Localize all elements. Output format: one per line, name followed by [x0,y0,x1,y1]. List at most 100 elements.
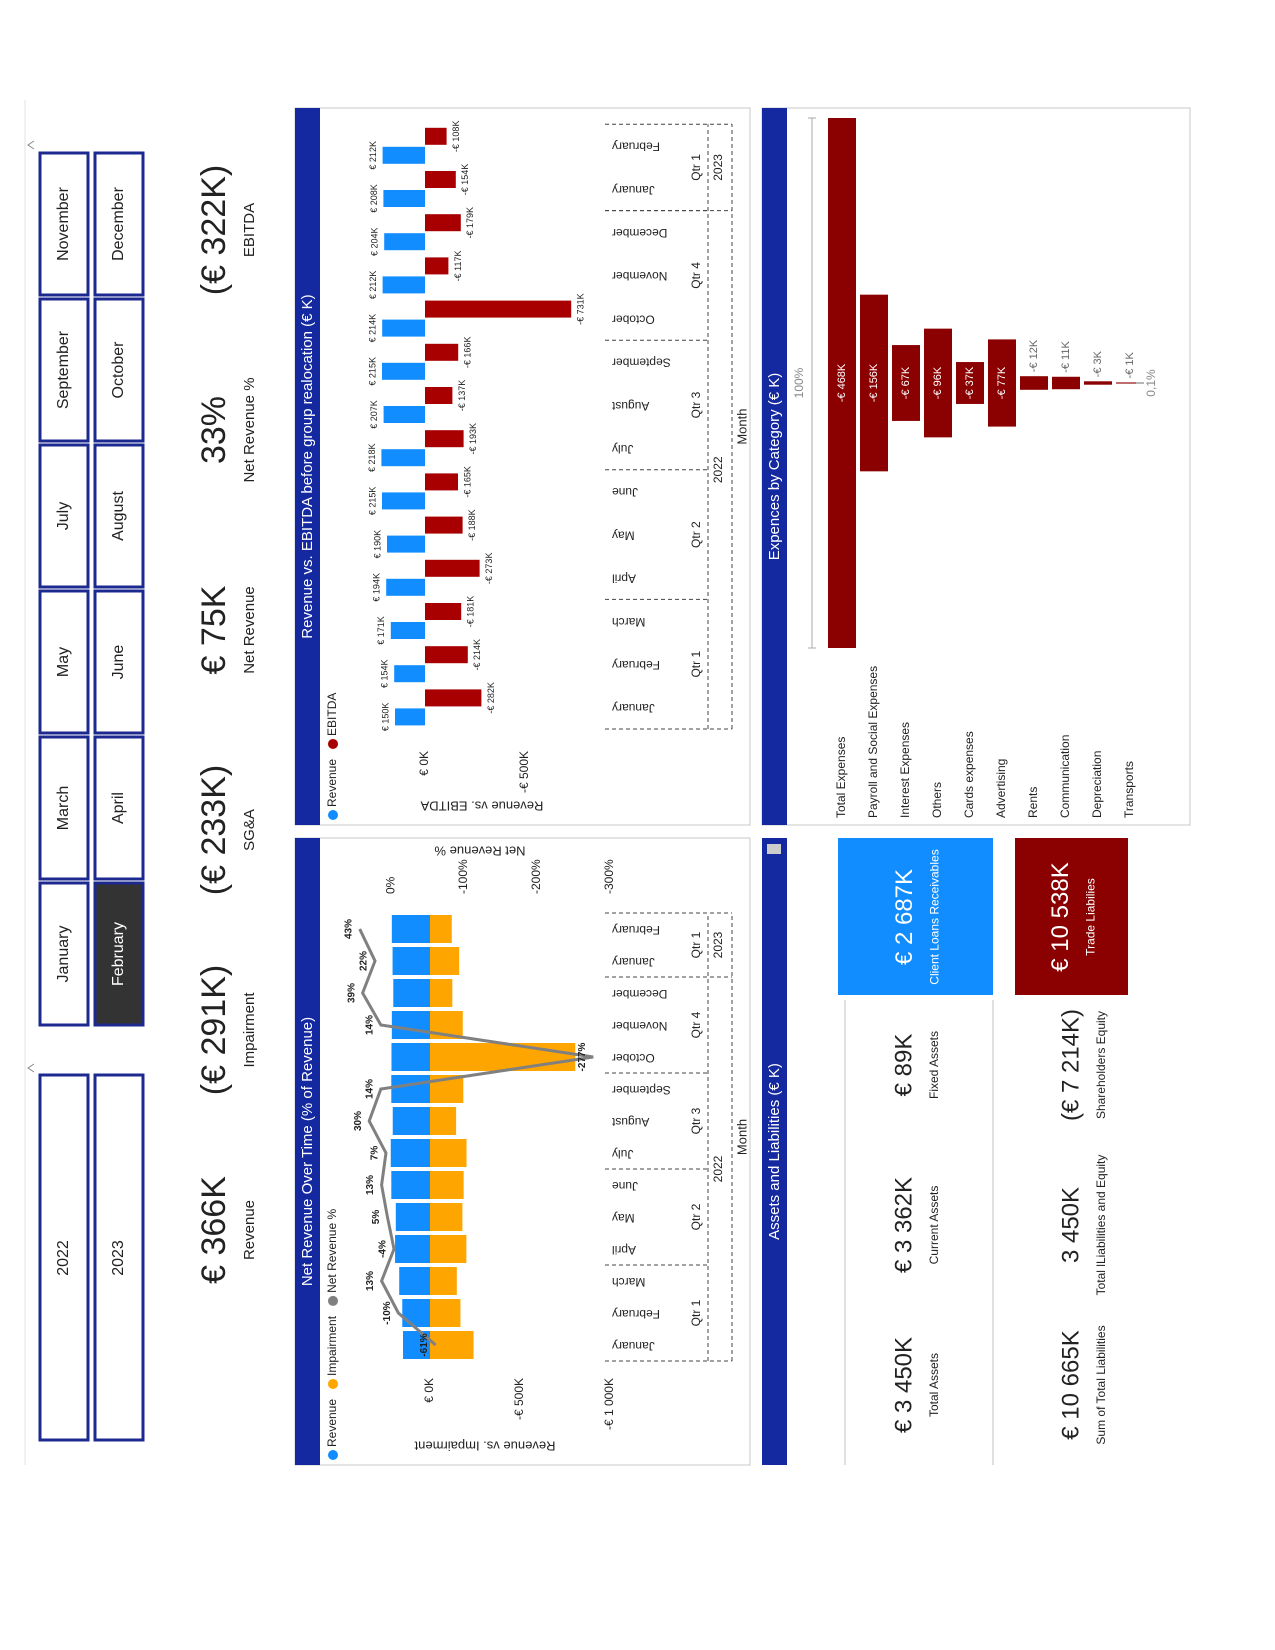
year-label[interactable]: 2023 [110,1240,127,1276]
data-label: -€ 156K [868,363,880,402]
month-button[interactable] [38,443,90,589]
funnel-bar [956,362,984,404]
bar [383,406,426,423]
month-label[interactable]: June [110,645,127,680]
data-label: € 212K [368,271,378,300]
bar [390,622,425,639]
month-label[interactable]: August [110,491,127,541]
bar [430,1075,464,1103]
month-button[interactable] [93,735,145,881]
data-label: -10% [382,1301,393,1324]
y-tick-label: € 0K [422,1378,436,1403]
panel-title: Expences by Category (€ K) [766,373,783,561]
x-tick-label: January [612,1339,655,1353]
legend-marker [328,1450,338,1460]
bar [430,1043,576,1071]
x-tick-label: February [612,658,660,672]
bar [395,1235,430,1263]
year-button[interactable] [38,1073,90,1442]
card-value: € 3 450K [890,1337,917,1433]
month-button[interactable] [38,881,90,1027]
month-label[interactable]: February [110,922,127,986]
month-label[interactable]: July [55,502,72,530]
bar [425,516,463,534]
data-label: -4% [378,1240,389,1258]
month-button[interactable] [93,151,145,297]
data-label: 22% [359,951,370,971]
year-label: 2023 [711,154,725,181]
year-label[interactable]: 2022 [55,1240,72,1276]
legend-label: Net Revenue % [325,1209,339,1293]
card-value: € 3 362K [890,1177,917,1273]
quarter-label: Qtr 1 [689,931,703,958]
x-tick-label: February [612,1307,660,1321]
card-label: Sum of Total Liabilities [1094,1325,1108,1444]
quarter-label: Qtr 1 [689,154,703,181]
panel [761,107,1191,826]
year-button[interactable] [93,1073,145,1442]
kpi-label: SG&A [241,809,258,851]
bar [430,947,460,975]
bar [382,362,425,380]
bar [425,171,456,188]
funnel-bar [1052,376,1080,390]
month-button[interactable] [38,735,90,881]
month-button[interactable] [38,151,90,297]
x-tick-label: March [612,615,645,629]
month-button[interactable] [93,443,145,589]
x-tick-label: December [612,226,667,240]
data-label: -€ 12K [1028,339,1040,372]
month-button[interactable] [93,881,145,1027]
panel [294,107,751,826]
bar [394,665,426,683]
month-button[interactable] [93,297,145,443]
bar [430,1299,461,1327]
month-label[interactable]: January [55,926,72,983]
month-label[interactable]: May [55,647,72,677]
legend-label: Impairment [325,1315,339,1376]
bar [425,430,464,448]
y-tick-label: -€ 500K [512,1378,526,1420]
bar [425,343,459,361]
data-label: -€ 77K [996,366,1008,399]
month-label[interactable]: September [55,330,72,409]
month-label[interactable]: April [110,792,127,824]
data-label: 39% [346,983,357,1003]
panel-header [295,108,320,825]
legend-marker [328,1378,338,1389]
month-button[interactable] [93,589,145,735]
card-label: Current Assets [927,1186,941,1265]
x-axis-title: Month [734,409,749,445]
quarter-label: Qtr 2 [689,521,703,548]
card [1015,838,1128,995]
month-button[interactable] [38,589,90,735]
month-label[interactable]: October [110,341,127,399]
data-label: € 190K [372,530,382,559]
month-label[interactable]: December [110,186,127,260]
category-label: Others [930,782,944,818]
bar [425,473,458,491]
category-label: Rents [1026,787,1040,818]
funnel-bar [988,339,1016,427]
x-tick-label: February [612,923,660,937]
funnel-bar [860,294,888,472]
bar [391,915,430,943]
funnel-bar [1020,376,1048,390]
month-button[interactable] [38,297,90,443]
data-label: € 154K [380,659,390,688]
kpi-label: EBITDA [241,203,258,257]
bar [382,319,426,337]
bar [425,127,447,145]
category-label: Communication [1058,735,1072,818]
kpi-label: Net Revenue [241,586,258,674]
quarter-label: Qtr 3 [689,1107,703,1134]
data-label: -€ 37K [964,366,976,399]
month-label[interactable]: November [55,186,72,260]
bar [403,1331,430,1359]
month-label[interactable]: March [55,786,72,830]
data-label: € 215K [367,487,377,516]
card-value: € 89K [890,1034,917,1097]
x-axis-title: Month [734,1119,749,1155]
x-tick-label: July [612,442,633,456]
